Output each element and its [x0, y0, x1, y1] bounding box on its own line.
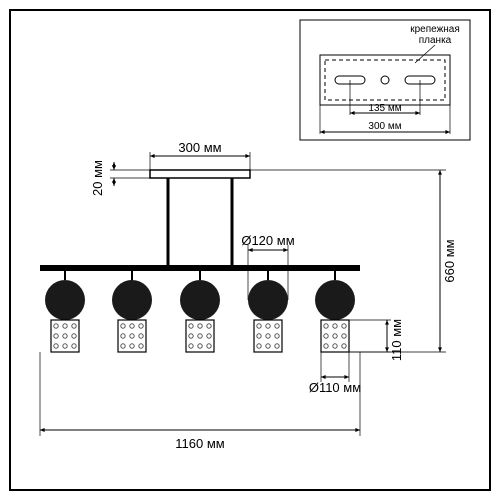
bulb-4 [315, 280, 355, 320]
socket-1 [118, 320, 146, 352]
dim-inset-inner: 135 мм [368, 103, 401, 114]
dim-bulb-d: Ø120 мм [241, 233, 294, 248]
dim-inset-outer: 300 мм [368, 121, 401, 132]
socket-4 [321, 320, 349, 352]
bulb-3 [248, 280, 288, 320]
mounting-plate [320, 55, 450, 105]
socket-0 [51, 320, 79, 352]
dim-socket-d: Ø110 мм [309, 380, 361, 395]
dim-socket-h: 110 мм [389, 319, 404, 361]
socket-2 [186, 320, 214, 352]
center-hole [381, 76, 389, 84]
dim-canopy-w: 300 мм [178, 140, 221, 155]
bulb-1 [112, 280, 152, 320]
dim-canopy-h: 20 мм [90, 160, 105, 196]
dim-total-w: 1160 мм [175, 436, 225, 451]
canopy [150, 170, 250, 178]
svg-text:планка: планка [419, 35, 452, 46]
bulb-2 [180, 280, 220, 320]
socket-3 [254, 320, 282, 352]
horizontal-bar [40, 265, 360, 271]
dim-total-h: 660 мм [442, 239, 457, 282]
inset-label: крепежная [410, 24, 460, 35]
bulb-0 [45, 280, 85, 320]
